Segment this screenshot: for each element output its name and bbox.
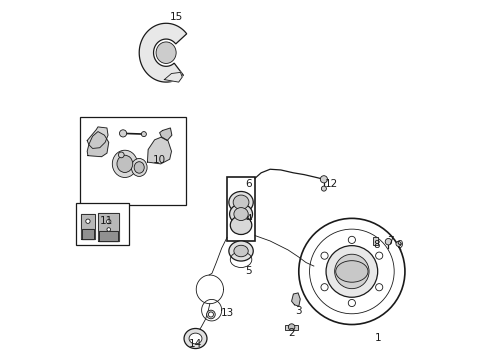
Circle shape xyxy=(376,252,383,259)
Text: 12: 12 xyxy=(324,179,338,189)
Text: 7: 7 xyxy=(387,236,393,246)
Bar xyxy=(373,237,378,245)
Text: 5: 5 xyxy=(245,266,252,276)
Polygon shape xyxy=(292,293,300,306)
Circle shape xyxy=(396,241,401,246)
Polygon shape xyxy=(164,72,182,82)
Ellipse shape xyxy=(184,328,207,348)
Text: 10: 10 xyxy=(153,155,166,165)
Circle shape xyxy=(207,310,215,319)
Circle shape xyxy=(299,219,405,324)
Polygon shape xyxy=(87,132,109,157)
Circle shape xyxy=(86,219,90,224)
Polygon shape xyxy=(99,231,118,241)
Text: 15: 15 xyxy=(170,12,183,22)
Ellipse shape xyxy=(234,245,248,257)
Text: 14: 14 xyxy=(189,339,202,349)
Polygon shape xyxy=(81,214,95,239)
Text: 3: 3 xyxy=(295,306,302,316)
Text: 11: 11 xyxy=(100,216,114,226)
Polygon shape xyxy=(82,229,94,239)
Ellipse shape xyxy=(336,261,368,282)
Ellipse shape xyxy=(229,241,253,261)
Circle shape xyxy=(321,252,328,259)
Ellipse shape xyxy=(230,216,252,234)
Text: 6: 6 xyxy=(245,179,252,189)
Text: 2: 2 xyxy=(288,328,295,338)
Circle shape xyxy=(348,236,355,243)
Bar xyxy=(76,203,129,244)
Circle shape xyxy=(385,238,392,245)
Circle shape xyxy=(289,324,295,330)
Text: 13: 13 xyxy=(220,309,234,318)
Circle shape xyxy=(320,176,327,183)
Ellipse shape xyxy=(131,158,147,176)
Ellipse shape xyxy=(117,155,133,172)
Ellipse shape xyxy=(189,333,202,344)
Circle shape xyxy=(107,228,111,231)
Circle shape xyxy=(107,220,111,224)
Ellipse shape xyxy=(112,150,137,177)
Polygon shape xyxy=(87,127,108,148)
Ellipse shape xyxy=(156,42,176,63)
Circle shape xyxy=(376,284,383,291)
Polygon shape xyxy=(139,23,187,82)
Text: 1: 1 xyxy=(374,333,381,343)
Circle shape xyxy=(321,284,328,291)
Circle shape xyxy=(326,246,378,297)
Circle shape xyxy=(335,254,369,289)
Circle shape xyxy=(208,312,214,317)
Ellipse shape xyxy=(230,204,252,224)
Polygon shape xyxy=(98,213,120,241)
Circle shape xyxy=(119,152,124,158)
Circle shape xyxy=(342,261,362,282)
Text: 8: 8 xyxy=(374,239,380,249)
Text: 9: 9 xyxy=(396,239,402,249)
Circle shape xyxy=(141,132,147,136)
Bar xyxy=(285,324,298,330)
Ellipse shape xyxy=(229,192,253,213)
Polygon shape xyxy=(147,137,172,164)
Circle shape xyxy=(120,130,126,137)
Bar xyxy=(227,177,255,241)
Ellipse shape xyxy=(234,208,248,221)
Circle shape xyxy=(348,300,355,307)
Ellipse shape xyxy=(233,195,249,210)
Circle shape xyxy=(321,186,326,191)
Text: 4: 4 xyxy=(245,215,252,224)
Ellipse shape xyxy=(134,162,144,173)
Bar xyxy=(80,117,186,205)
Polygon shape xyxy=(160,128,172,140)
